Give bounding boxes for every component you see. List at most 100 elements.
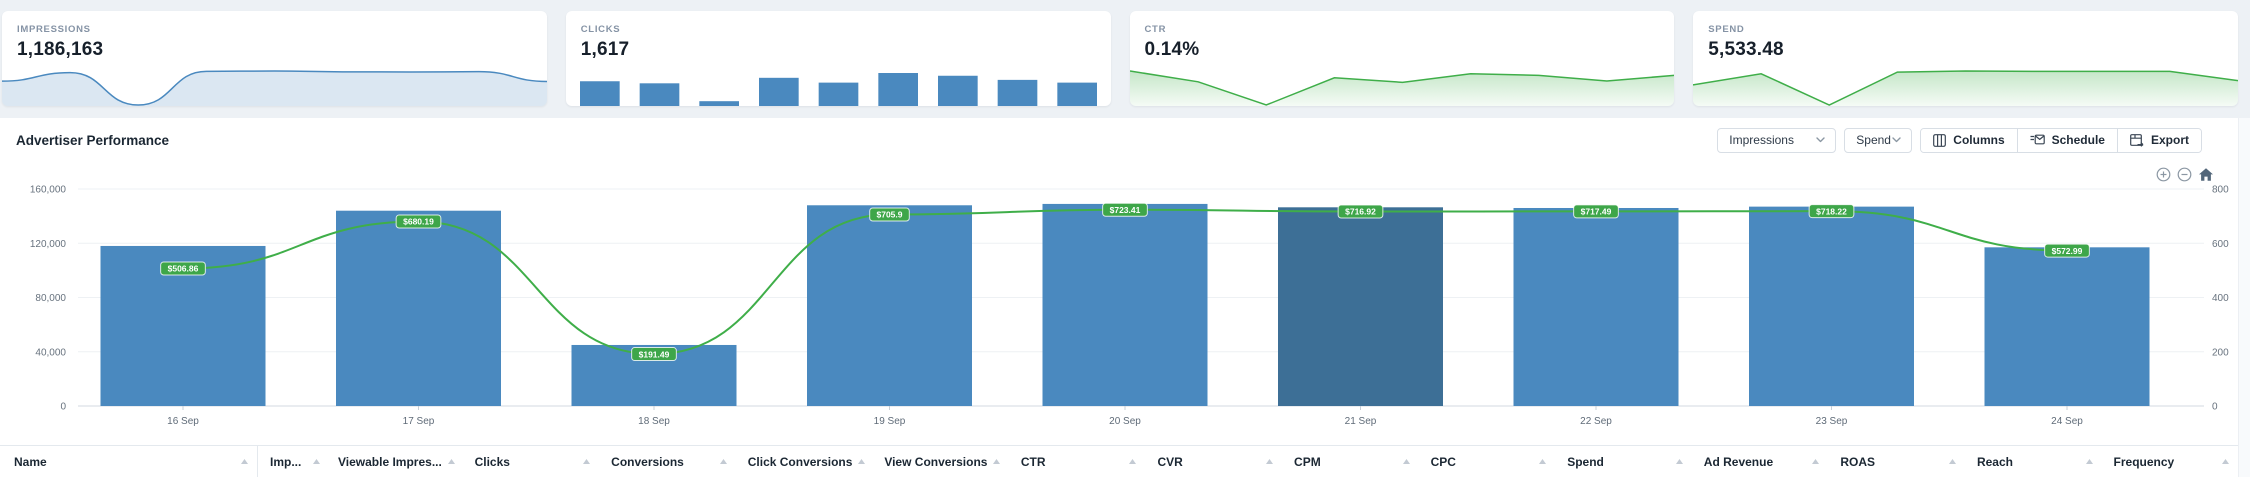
primary-metric-value: Impressions xyxy=(1729,133,1794,147)
column-header-clicks[interactable]: Clicks xyxy=(463,446,600,477)
column-header-conversions[interactable]: Conversions xyxy=(599,446,736,477)
kpi-card-impressions: IMPRESSIONS 1,186,163 xyxy=(2,11,547,106)
svg-text:$572.99: $572.99 xyxy=(2052,246,2083,256)
line-point-label xyxy=(160,261,206,276)
svg-text:120,000: 120,000 xyxy=(30,239,67,250)
svg-text:$716.92: $716.92 xyxy=(1345,207,1376,217)
sort-icon xyxy=(1266,459,1274,464)
sort-icon xyxy=(1812,459,1820,464)
kpi-card-ctr: CTR 0.14% xyxy=(1129,11,1675,106)
column-header-frequency[interactable]: Frequency xyxy=(2102,446,2239,477)
sort-icon xyxy=(1129,459,1137,464)
columns-button[interactable]: Columns xyxy=(1921,128,2017,152)
panel-header: Advertiser Performance Impressions Spend xyxy=(0,118,2250,162)
bar-23-sep[interactable] xyxy=(1749,206,1914,406)
zoom-out-icon[interactable] xyxy=(2177,167,2192,182)
svg-text:$723.41: $723.41 xyxy=(1110,205,1141,215)
bar-19-sep[interactable] xyxy=(807,205,972,406)
kpi-cards-row: IMPRESSIONS 1,186,163 CLICKS 1,617 CTR 0… xyxy=(0,0,2250,106)
svg-text:$191.49: $191.49 xyxy=(639,349,670,359)
column-header-cpc[interactable]: CPC xyxy=(1419,446,1556,477)
column-header-label: Viewable Impres... xyxy=(338,454,442,469)
svg-text:16 Sep: 16 Sep xyxy=(167,416,199,427)
svg-text:600: 600 xyxy=(2212,239,2229,250)
home-icon[interactable] xyxy=(2198,167,2214,182)
sort-icon xyxy=(719,459,727,464)
columns-button-label: Columns xyxy=(1953,133,2005,147)
schedule-button[interactable]: Schedule xyxy=(2016,128,2117,152)
line-point-label xyxy=(2044,243,2090,258)
chevron-down-icon xyxy=(1892,137,1901,143)
svg-text:22 Sep: 22 Sep xyxy=(1580,416,1612,427)
secondary-metric-select[interactable]: Spend xyxy=(1844,127,1913,153)
column-header-label: CVR xyxy=(1157,454,1183,469)
svg-text:18 Sep: 18 Sep xyxy=(638,416,670,427)
column-header-click-conversions[interactable]: Click Conversions xyxy=(736,446,873,477)
kpi-value-clicks: 1,617 xyxy=(580,39,630,60)
schedule-icon xyxy=(2030,134,2045,146)
advertiser-performance-panel: Advertiser Performance Impressions Spend xyxy=(0,118,2250,477)
ctr-sparkline xyxy=(1129,68,1675,106)
primary-metric-select[interactable]: Impressions xyxy=(1717,127,1837,153)
column-header-roas[interactable]: ROAS xyxy=(1828,446,1965,477)
column-header-name[interactable]: Name xyxy=(0,446,258,477)
column-header-view-conversions[interactable]: View Conversions xyxy=(872,446,1009,477)
column-header-ctr[interactable]: CTR xyxy=(1009,446,1146,477)
column-header-label: Frequency xyxy=(2113,454,2175,469)
chart-zoom-tools xyxy=(2156,167,2214,182)
column-header-label: Imp... xyxy=(270,454,302,469)
column-header-imp[interactable]: Imp... xyxy=(258,446,326,477)
kpi-label-impressions: IMPRESSIONS xyxy=(17,24,91,35)
schedule-button-label: Schedule xyxy=(2051,133,2105,147)
column-header-label: ROAS xyxy=(1840,454,1876,469)
svg-text:24 Sep: 24 Sep xyxy=(2051,416,2083,427)
svg-text:$705.9: $705.9 xyxy=(877,210,903,220)
svg-text:$717.49: $717.49 xyxy=(1581,207,1612,217)
kpi-label-clicks: CLICKS xyxy=(580,24,621,35)
chart-canvas[interactable]: 0 0 40,000 200 80,000 400 120,000 600 160,000 800… xyxy=(0,162,2250,445)
sort-icon xyxy=(241,459,248,464)
kpi-value-impressions: 1,186,163 xyxy=(17,39,104,60)
sort-icon xyxy=(583,459,591,464)
svg-text:0: 0 xyxy=(60,402,66,413)
column-header-label: Clicks xyxy=(474,454,510,469)
column-header-ad-revenue[interactable]: Ad Revenue xyxy=(1692,446,1829,477)
svg-text:21 Sep: 21 Sep xyxy=(1345,416,1377,427)
sort-icon xyxy=(313,459,320,464)
svg-text:400: 400 xyxy=(2212,293,2229,304)
column-header-label: CPC xyxy=(1430,454,1456,469)
column-header-reach[interactable]: Reach xyxy=(1965,446,2102,477)
svg-text:160,000: 160,000 xyxy=(30,185,67,196)
column-header-label: Name xyxy=(14,454,47,469)
bar-20-sep[interactable] xyxy=(1042,203,1208,406)
sort-icon xyxy=(1402,459,1410,464)
svg-text:200: 200 xyxy=(2212,347,2229,358)
export-icon xyxy=(2130,133,2144,147)
column-header-label: CTR xyxy=(1020,454,1046,469)
svg-text:$506.86: $506.86 xyxy=(168,264,199,274)
svg-text:23 Sep: 23 Sep xyxy=(1816,416,1848,427)
svg-text:40,000: 40,000 xyxy=(35,347,66,358)
bar-21-sep[interactable] xyxy=(1278,207,1443,406)
sort-icon xyxy=(1675,459,1683,464)
bar-24-sep[interactable] xyxy=(1984,247,2150,406)
bar-22-sep[interactable] xyxy=(1513,207,1679,406)
sort-icon xyxy=(858,459,866,464)
column-header-spend[interactable]: Spend xyxy=(1555,446,1692,477)
sort-icon xyxy=(1539,459,1547,464)
column-header-label: Ad Revenue xyxy=(1703,454,1774,469)
panel-controls: Impressions Spend Columns xyxy=(1717,127,2202,153)
column-header-viewable-impres[interactable]: Viewable Impres... xyxy=(326,446,463,477)
column-header-cvr[interactable]: CVR xyxy=(1145,446,1282,477)
scrollbar[interactable] xyxy=(2238,118,2250,477)
export-button[interactable]: Export xyxy=(2116,128,2201,152)
column-header-cpm[interactable]: CPM xyxy=(1282,446,1419,477)
zoom-in-icon[interactable] xyxy=(2156,167,2171,182)
impressions-sparkline xyxy=(2,68,547,106)
svg-text:20 Sep: 20 Sep xyxy=(1109,416,1141,427)
line-point-label xyxy=(395,214,442,229)
column-header-label: Conversions xyxy=(611,454,684,469)
performance-chart[interactable]: 0 0 40,000 200 80,000 400 120,000 600 160,000 800… xyxy=(0,162,2250,445)
svg-text:19 Sep: 19 Sep xyxy=(874,416,906,427)
bar-17-sep[interactable] xyxy=(336,210,501,406)
